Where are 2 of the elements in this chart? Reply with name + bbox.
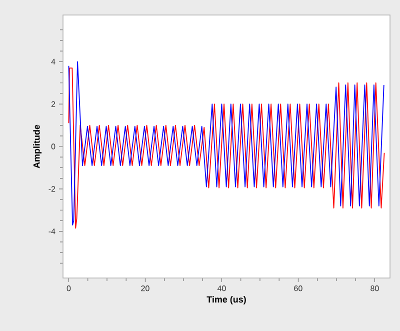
x-axis-title: Time (us) xyxy=(206,296,246,304)
y-axis-title: Amplitude xyxy=(33,124,42,168)
